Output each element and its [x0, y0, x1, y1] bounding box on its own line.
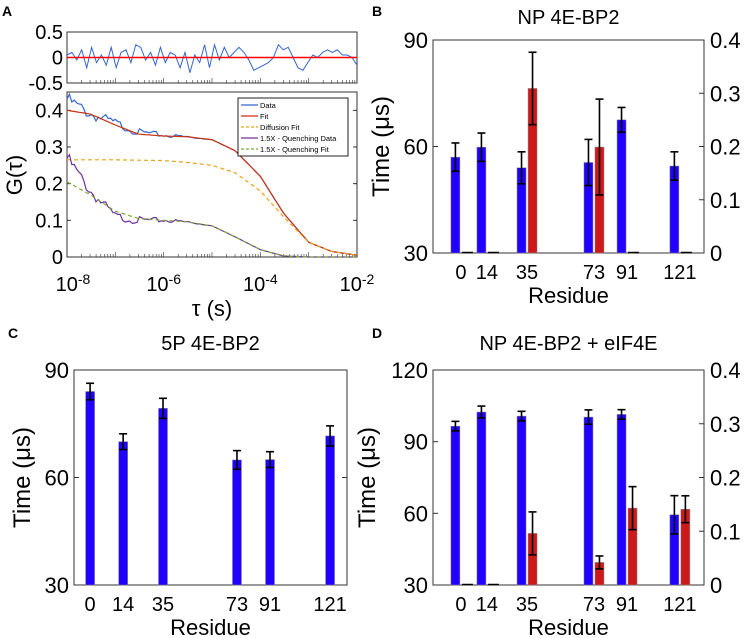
bar-0	[450, 425, 461, 586]
residual-ytick-label: 0.5	[35, 22, 63, 44]
bar-14	[118, 441, 128, 586]
xtick-label: 0	[455, 594, 466, 616]
xtick-label: 121	[313, 594, 346, 616]
ytick-label: 90	[45, 358, 69, 383]
bar-91	[616, 119, 627, 254]
ytick-label: 0.1	[35, 210, 63, 232]
xtick-label: 35	[516, 594, 538, 616]
plot-frame	[432, 369, 705, 586]
panel-label-B: B	[372, 3, 382, 19]
bar-0	[85, 391, 95, 586]
xtick-label: 91	[259, 594, 281, 616]
x-axis-label: Residue	[170, 615, 251, 638]
series-line-fit	[66, 109, 358, 256]
ytick-label: 0.4	[35, 100, 63, 122]
ytick-label: 60	[45, 466, 69, 491]
ytick-label: 60	[404, 501, 428, 526]
xtick-label: 91	[616, 262, 638, 284]
ytick-label: 30	[45, 573, 69, 598]
bar-35	[158, 408, 168, 586]
xtick-label: 14	[476, 594, 498, 616]
bar-73	[232, 459, 242, 586]
xtick-label: 121	[663, 262, 696, 284]
chart-title: 5P 4E-BP2	[161, 333, 260, 355]
ytick-label: 90	[404, 430, 428, 455]
legend: Data Fit Diffusion Fit 1.5X - Quenching Dat…	[237, 97, 349, 157]
xtick-label: 121	[663, 594, 696, 616]
xtick-label: 73	[583, 594, 605, 616]
legend-entry: Fit	[260, 112, 269, 121]
bar-14	[476, 411, 487, 586]
xtick-label: 10-2	[340, 271, 375, 296]
xtick-label: 35	[152, 594, 174, 616]
xtick-label: 14	[476, 262, 498, 284]
legend-entry: Diffusion Fit	[260, 123, 300, 132]
y-axis-label: G(τ)	[2, 155, 27, 195]
bar-91	[265, 459, 275, 586]
series-line-1-5x-quenching-fit	[66, 181, 357, 258]
chart-title: NP 4E-BP2 + eIF4E	[479, 333, 657, 355]
panel-label-D: D	[372, 325, 382, 341]
ytick-label-right: 0.1	[710, 519, 741, 544]
ytick-label: 0.3	[35, 137, 63, 159]
xtick-label: 10-8	[56, 271, 91, 296]
ytick-label-right: 0.3	[710, 412, 741, 437]
bar-91	[616, 414, 627, 586]
xtick-label: 0	[85, 594, 96, 616]
ytick-label: 30	[404, 241, 428, 266]
xtick-label: 10-4	[243, 271, 278, 296]
ytick-label: 90	[404, 28, 428, 53]
ytick-label-right: 0.2	[710, 135, 741, 160]
x-axis-label: Residue	[528, 283, 609, 308]
y-axis-label: Time (μs)	[368, 96, 395, 197]
residual-ytick-label: -0.5	[29, 73, 63, 95]
xtick-label: 73	[583, 262, 605, 284]
xtick-label: 0	[455, 262, 466, 284]
ytick-label-right: 0	[710, 573, 722, 598]
ytick-label: 60	[404, 135, 428, 160]
chart-title: NP 4E-BP2	[518, 7, 620, 29]
ytick-label-right: 0.1	[710, 188, 741, 213]
ytick-label: 30	[404, 573, 428, 598]
bar-35	[516, 415, 527, 586]
xtick-label: 91	[616, 594, 638, 616]
legend-entry: 1.5X - Quenching Data	[260, 134, 337, 143]
xtick-label: 73	[226, 594, 248, 616]
xtick-label: 35	[516, 262, 538, 284]
plot-frame	[73, 369, 348, 586]
residual-data-line	[66, 42, 358, 73]
bar-73	[583, 416, 594, 586]
x-axis-label: τ (s)	[192, 296, 232, 321]
legend-entry: Data	[260, 101, 277, 110]
ytick-label: 0.2	[35, 174, 63, 196]
ytick-label-right: 0	[710, 241, 722, 266]
legend-entry: 1.5X - Quenching Fit	[260, 145, 330, 154]
ytick-label-right: 0.4	[710, 28, 741, 53]
plot-frame	[432, 39, 705, 254]
residual-ytick-label: 0	[52, 48, 63, 70]
panel-label-C: C	[8, 325, 18, 341]
ytick-label-right: 0.3	[710, 81, 741, 106]
ytick-label: 120	[391, 358, 428, 383]
ytick-label-right: 0.4	[710, 358, 741, 383]
x-axis-label: Residue	[528, 615, 609, 638]
bar-14	[476, 146, 487, 254]
ytick-label: 0	[52, 247, 63, 269]
ytick-label-right: 0.2	[710, 466, 741, 491]
bar-121	[325, 435, 335, 586]
y-axis-label: Time (μs)	[9, 427, 36, 528]
xtick-label: 14	[112, 594, 134, 616]
panel-label-A: A	[2, 3, 12, 19]
y-axis-label: Time (μs)	[354, 427, 381, 528]
xtick-label: 10-6	[146, 271, 181, 296]
